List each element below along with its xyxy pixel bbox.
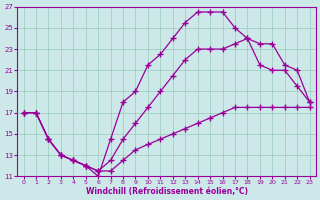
- X-axis label: Windchill (Refroidissement éolien,°C): Windchill (Refroidissement éolien,°C): [85, 187, 248, 196]
